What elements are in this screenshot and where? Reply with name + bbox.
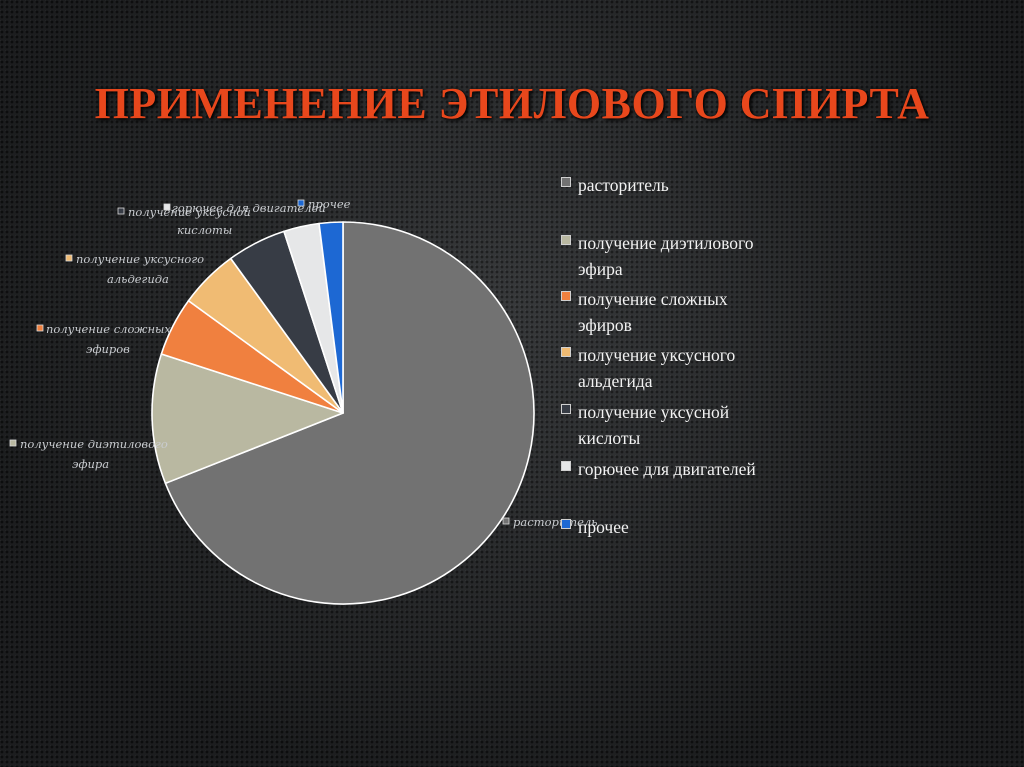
- callout-label-6: горючее для двигателей: [172, 201, 326, 215]
- callout-1: расторитель: [502, 515, 598, 529]
- legend-item-4: получение уксусного альдегида: [561, 342, 831, 394]
- callout-label-5-line-2: кислоты: [177, 223, 232, 237]
- legend-label-line-1: получение уксусной: [578, 402, 730, 422]
- callout-5: получение уксусной кислоты: [117, 205, 251, 237]
- callout-swatch-4: [65, 254, 73, 262]
- legend-item-1: расторитель: [561, 172, 831, 198]
- legend-swatch: [561, 461, 571, 471]
- callout-swatch-7: [297, 199, 305, 207]
- legend-swatch: [561, 235, 571, 245]
- legend-label: расторитель: [578, 175, 669, 195]
- legend-label-line-1: получение сложных: [578, 289, 728, 309]
- legend-label-line-1: получение диэтилового: [578, 233, 754, 253]
- legend-item-7: прочее: [561, 514, 831, 540]
- legend-label-line-1: получение уксусного: [578, 345, 736, 365]
- callout-label-2-line-2: эфира: [72, 457, 109, 471]
- pie-slice-1: [164, 221, 535, 605]
- legend-item-2: получение диэтилового эфира: [561, 230, 831, 282]
- callout-swatch-6: [163, 203, 171, 211]
- callout-swatch-1: [502, 517, 510, 525]
- callout-label-1: расторитель: [513, 515, 598, 529]
- legend-swatch: [561, 291, 571, 301]
- legend-label: прочее: [578, 517, 629, 537]
- callout-swatch-5: [117, 207, 125, 215]
- legend-label-line-2: кислоты: [578, 428, 641, 448]
- callout-swatch-3: [36, 324, 44, 332]
- callout-3: получение сложных эфиров: [36, 322, 171, 356]
- legend-swatch: [561, 177, 571, 187]
- callout-label-4-line-2: альдегида: [107, 272, 169, 286]
- legend-label-line-2: альдегида: [578, 371, 653, 391]
- legend-swatch: [561, 519, 571, 529]
- callout-2: получение диэтилового эфира: [9, 437, 168, 471]
- legend-label: горючее для двигателей: [578, 459, 756, 479]
- legend-swatch: [561, 404, 571, 414]
- legend-swatch: [561, 347, 571, 357]
- callout-6: горючее для двигателей: [163, 201, 326, 215]
- callout-7: прочее: [297, 197, 351, 211]
- legend-label-line-2: эфира: [578, 259, 623, 279]
- callout-label-7: прочее: [308, 197, 351, 211]
- callout-label-3-line-2: эфиров: [86, 342, 130, 356]
- pie-slices: [151, 221, 535, 605]
- callout-swatch-2: [9, 439, 17, 447]
- callout-label-3-line-1: получение сложных: [46, 322, 171, 336]
- legend-item-5: получение уксусной кислоты: [561, 399, 831, 451]
- pie-slice-2: [151, 353, 344, 485]
- legend-item-6: горючее для двигателей: [561, 456, 831, 482]
- callout-label-2-line-1: получение диэтилового: [20, 437, 168, 451]
- slide-title: ПРИМЕНЕНИЕ ЭТИЛОВОГО СПИРТА: [94, 79, 930, 128]
- legend-item-3: получение сложных эфиров: [561, 286, 831, 338]
- callout-label-4-line-1: получение уксусного: [76, 252, 204, 266]
- callout-label-5-line-1: получение уксусной: [128, 205, 251, 219]
- callout-4: получение уксусного альдегида: [65, 252, 204, 286]
- legend-label-line-2: эфиров: [578, 315, 632, 335]
- pie-slice-7: [318, 221, 344, 414]
